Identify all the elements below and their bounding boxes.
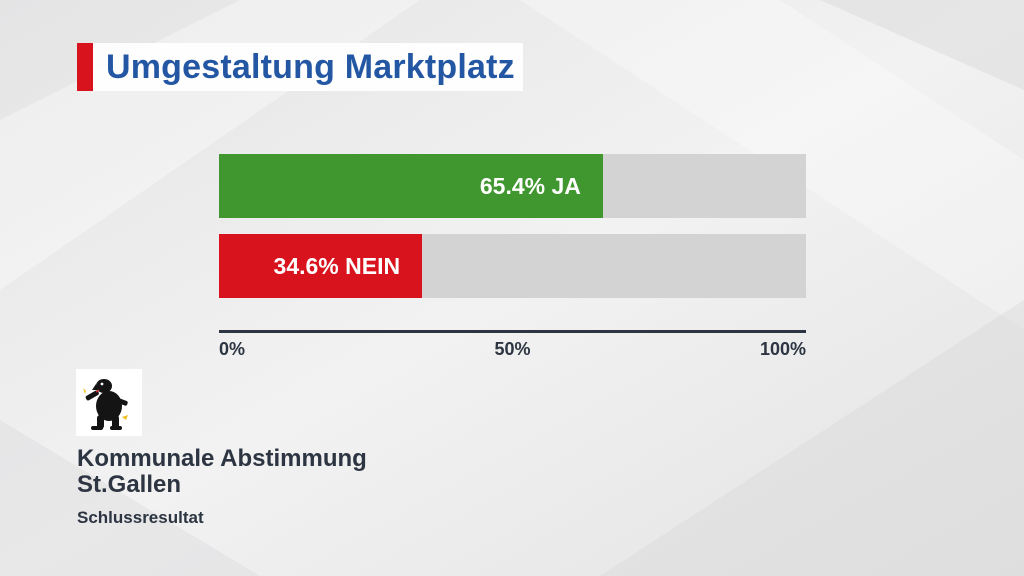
bar-ja [219,154,603,218]
x-axis-line [219,330,806,333]
footer-title-line1: Kommunale Abstimmung [77,445,367,472]
title-accent-bar [77,43,93,91]
x-tick-label: 0% [219,339,246,359]
coat-of-arms-logo [76,369,142,436]
footer-title-line2: St.Gallen [77,471,182,498]
bear-coat-of-arms-icon [83,379,128,430]
bar-label-nein: 34.6% NEIN [273,252,401,279]
page-title: Umgestaltung Marktplatz [93,43,523,91]
title-block: Umgestaltung Marktplatz [77,43,523,91]
bar-label-ja: 65.4% JA [479,172,581,199]
footer-title: Kommunale Abstimmung St.Gallen [77,446,367,498]
footer-subtitle: Schlussresultat [77,508,204,527]
bar-nein [219,234,423,298]
x-tick-label: 100% [759,339,806,359]
x-tick-label: 50% [494,339,531,359]
